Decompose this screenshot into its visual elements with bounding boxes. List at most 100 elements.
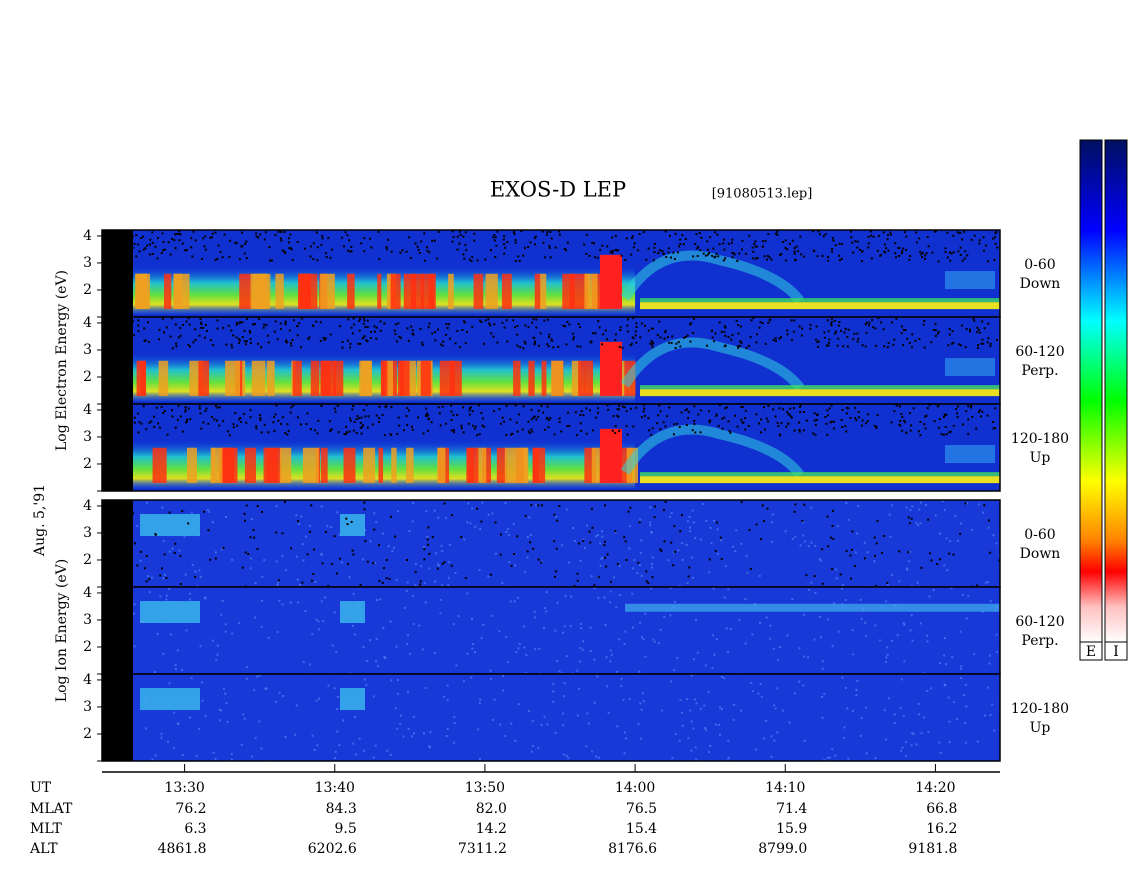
noise [893, 713, 896, 716]
noise-dot [839, 573, 842, 576]
noise-dot [324, 530, 327, 533]
noise [689, 530, 692, 533]
noise-dot [185, 421, 188, 424]
noise [945, 537, 948, 540]
noise-dot [538, 344, 541, 347]
noise-dot [591, 429, 594, 432]
orbit-value: 8176.6 [608, 841, 657, 857]
noise [757, 692, 760, 695]
noise [810, 581, 813, 584]
noise-dot [272, 421, 275, 424]
noise-dot [363, 508, 366, 511]
noise [847, 757, 850, 760]
noise [211, 521, 214, 524]
noise-dot [776, 230, 779, 233]
noise-dot [337, 431, 340, 434]
noise-dot [481, 424, 484, 427]
noise-dot [158, 338, 161, 341]
noise-dot [986, 260, 989, 263]
noise-dot [201, 257, 204, 260]
noise [638, 564, 641, 567]
noise [437, 516, 440, 519]
noise-dot [673, 525, 676, 528]
noise-dot [452, 414, 455, 417]
orbit-value: 15.4 [626, 821, 657, 837]
noise-dot [187, 317, 190, 320]
noise [694, 537, 697, 540]
noise-dot [151, 231, 154, 234]
noise [448, 561, 451, 564]
noise [366, 659, 369, 662]
noise-dot [711, 254, 714, 257]
noise-dot [664, 330, 667, 333]
noise [714, 723, 717, 726]
noise-dot [647, 582, 650, 585]
noise-dot [793, 319, 796, 322]
noise-dot [431, 239, 434, 242]
noise-dot [257, 236, 260, 239]
noise [981, 511, 984, 514]
noise-dot [813, 419, 816, 422]
noise-dot [857, 337, 860, 340]
orbit-value: 6.3 [184, 821, 206, 837]
noise [899, 707, 902, 710]
noise-dot [756, 333, 759, 336]
noise-dot [589, 341, 592, 344]
noise [718, 733, 721, 736]
noise-dot [716, 233, 719, 236]
noise-dot [594, 332, 597, 335]
noise-dot [695, 233, 698, 236]
noise [609, 660, 612, 663]
noise [214, 757, 217, 760]
noise [281, 555, 284, 558]
noise [139, 559, 142, 562]
noise [898, 580, 901, 583]
noise [604, 624, 607, 627]
noise-dot [760, 431, 763, 434]
noise-dot [924, 427, 927, 430]
noise-dot [281, 249, 284, 252]
noise [253, 689, 256, 692]
noise-dot [982, 236, 985, 239]
noise-dot [157, 422, 160, 425]
noise [413, 732, 416, 735]
burst [496, 447, 507, 483]
noise-dot [946, 231, 949, 234]
noise-dot [823, 336, 826, 339]
noise-dot [338, 325, 341, 328]
arc [620, 337, 805, 391]
noise-dot [143, 339, 146, 342]
noise [364, 529, 367, 532]
noise [919, 522, 922, 525]
noise-dot [651, 427, 654, 430]
noise-dot [370, 246, 373, 249]
noise [561, 544, 564, 547]
noise [333, 611, 336, 614]
noise-dot [784, 247, 787, 250]
noise [836, 525, 839, 528]
noise-dot [366, 319, 369, 322]
noise [335, 708, 338, 711]
noise-dot [464, 231, 467, 234]
noise-dot [291, 259, 294, 262]
noise-dot [161, 232, 164, 235]
noise-dot [456, 329, 459, 332]
noise [374, 561, 377, 564]
noise [132, 612, 135, 615]
noise-dot [963, 230, 966, 233]
noise-dot [390, 406, 393, 409]
noise-dot [612, 415, 615, 418]
noise-dot [977, 411, 980, 414]
noise [874, 624, 877, 627]
noise [589, 650, 592, 653]
noise-dot [776, 233, 779, 236]
noise-dot [133, 242, 136, 245]
noise-dot [534, 235, 537, 238]
noise-dot [914, 339, 917, 342]
noise [717, 723, 720, 726]
noise-dot [779, 253, 782, 256]
noise [363, 678, 366, 681]
burst [448, 273, 454, 309]
noise-dot [994, 427, 997, 430]
noise-dot [464, 243, 467, 246]
